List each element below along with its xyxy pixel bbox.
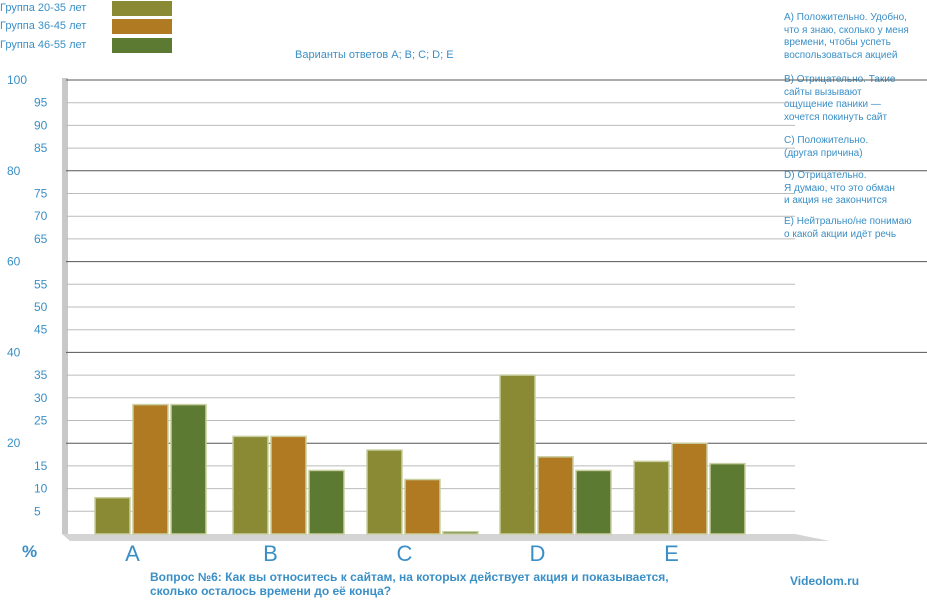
bar [132, 403, 169, 535]
y-tick-label: 100 [7, 73, 27, 87]
bar [442, 530, 479, 535]
answer-e: E) Нейтрально/не понимаю о какой акции и… [784, 216, 912, 240]
y-tick-label: 80 [7, 164, 21, 178]
legend-swatch [112, 37, 172, 53]
bar [671, 442, 708, 535]
y-tick-label: 25 [34, 414, 48, 428]
bar [709, 462, 746, 535]
legend-label: Группа 36-45 лет [0, 20, 87, 32]
bar [366, 449, 403, 535]
y-tick-label: 90 [34, 118, 48, 132]
y-tick-label: 95 [34, 96, 48, 110]
chart-subtitle: Варианты ответов A; B; C; D; E [295, 49, 454, 61]
legend-label: Группа 20-35 лет [0, 2, 87, 14]
y-tick-label: 45 [34, 323, 48, 337]
legend-swatch [112, 18, 172, 34]
bar [499, 374, 536, 535]
y-tick-label: 65 [34, 232, 48, 246]
bar [537, 456, 574, 535]
bar [575, 469, 612, 535]
legend-item: Группа 36-45 лет [0, 18, 172, 34]
legend-label: Группа 46-55 лет [0, 39, 87, 51]
legend-swatch [112, 0, 172, 16]
x-tick-label: C [397, 541, 413, 566]
answer-d: D) Отрицательно. Я думаю, что это обман … [784, 170, 895, 206]
y-tick-label: 20 [7, 436, 21, 450]
x-tick-label: B [263, 541, 278, 566]
y-tick-label: 50 [34, 300, 48, 314]
y-tick-label: 85 [34, 141, 48, 155]
brand-label: Videolom.ru [790, 574, 860, 588]
x-axis-floor [62, 534, 830, 541]
bar [170, 403, 207, 535]
answer-c: C) Положительно. (другая причина) [784, 135, 869, 159]
y-tick-label: 30 [34, 391, 48, 405]
bar [404, 478, 441, 535]
bar [232, 435, 269, 535]
y-tick-label: 10 [34, 482, 48, 496]
y-tick-label: 60 [7, 255, 21, 269]
question-title: Вопрос №6: Как вы относитесь к сайтам, н… [150, 570, 669, 598]
y-tick-label: 15 [34, 459, 48, 473]
y-axis-label: % [22, 542, 37, 561]
x-tick-label: E [664, 541, 679, 566]
bar [308, 469, 345, 535]
y-tick-label: 5 [34, 504, 41, 518]
y-tick-label: 35 [34, 368, 48, 382]
y-axis-bar [62, 78, 68, 534]
x-tick-label: A [125, 541, 140, 566]
y-tick-label: 40 [7, 345, 21, 359]
legend-item: Группа 20-35 лет [0, 0, 172, 16]
bar [94, 496, 131, 535]
answer-a: A) Положительно. Удобно, что я знаю, ско… [784, 12, 909, 61]
bar [270, 435, 307, 535]
legend-item: Группа 46-55 лет [0, 37, 172, 53]
bar [633, 460, 670, 535]
x-tick-label: D [530, 541, 546, 566]
y-tick-label: 70 [34, 209, 48, 223]
y-tick-label: 55 [34, 277, 48, 291]
y-tick-label: 75 [34, 187, 48, 201]
